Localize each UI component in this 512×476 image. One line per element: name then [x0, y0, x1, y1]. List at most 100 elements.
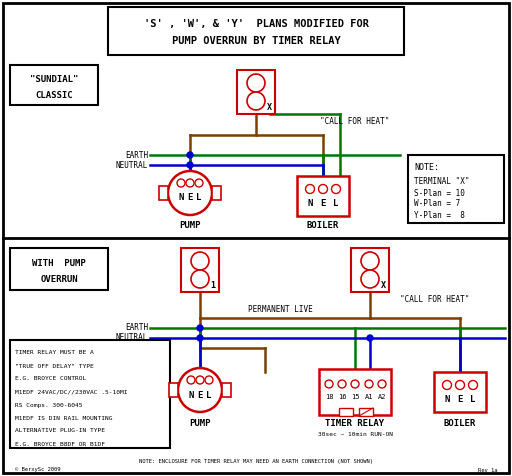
Circle shape: [331, 185, 340, 194]
Text: E: E: [197, 390, 203, 399]
Circle shape: [168, 171, 212, 215]
Bar: [108, 7, 404, 55]
Text: ALTERNATIVE PLUG-IN TYPE: ALTERNATIVE PLUG-IN TYPE: [15, 428, 105, 434]
Circle shape: [442, 380, 452, 389]
Text: NOTE:: NOTE:: [414, 163, 439, 172]
Circle shape: [191, 252, 209, 270]
Text: N: N: [178, 194, 184, 202]
Text: 30sec ~ 10min RUN-ON: 30sec ~ 10min RUN-ON: [317, 433, 393, 437]
Circle shape: [325, 380, 333, 388]
Text: BOILER: BOILER: [307, 221, 339, 230]
Text: M1EDF 24VAC/DC//230VAC .5-10MI: M1EDF 24VAC/DC//230VAC .5-10MI: [15, 389, 127, 395]
Circle shape: [197, 325, 203, 331]
Circle shape: [365, 380, 373, 388]
Text: "CALL FOR HEAT": "CALL FOR HEAT": [321, 118, 390, 127]
Circle shape: [468, 380, 478, 389]
Circle shape: [195, 179, 203, 187]
Text: 16: 16: [338, 394, 346, 400]
Text: E.G. BROYCE CONTROL: E.G. BROYCE CONTROL: [15, 377, 86, 381]
Bar: [297, 176, 349, 216]
Text: W-Plan = 7: W-Plan = 7: [414, 199, 460, 208]
Bar: [319, 369, 391, 415]
Circle shape: [338, 380, 346, 388]
Bar: [339, 408, 353, 416]
Text: A1: A1: [365, 394, 373, 400]
Bar: [181, 248, 219, 292]
Text: N: N: [307, 199, 313, 208]
Text: PUMP: PUMP: [179, 221, 201, 230]
Text: "SUNDIAL": "SUNDIAL": [30, 75, 78, 83]
Bar: [351, 248, 389, 292]
Text: "CALL FOR HEAT": "CALL FOR HEAT": [400, 296, 470, 305]
Bar: [408, 155, 504, 223]
Bar: [237, 70, 275, 114]
Text: OVERRUN: OVERRUN: [40, 276, 78, 285]
Text: L: L: [196, 194, 202, 202]
Bar: [10, 248, 108, 290]
Circle shape: [178, 368, 222, 412]
Text: 1: 1: [210, 280, 216, 289]
Bar: [169, 383, 178, 397]
Bar: [434, 372, 486, 412]
Bar: [10, 340, 170, 448]
Text: Rev 1a: Rev 1a: [478, 467, 497, 473]
Text: WITH  PUMP: WITH PUMP: [32, 258, 86, 268]
Text: TIMER RELAY: TIMER RELAY: [326, 419, 385, 428]
Text: © BerxySc 2009: © BerxySc 2009: [15, 467, 60, 473]
Bar: [159, 186, 168, 200]
Text: A2: A2: [378, 394, 386, 400]
Text: EARTH: EARTH: [125, 150, 148, 159]
Text: NEUTRAL: NEUTRAL: [116, 160, 148, 169]
Text: PUMP OVERRUN BY TIMER RELAY: PUMP OVERRUN BY TIMER RELAY: [172, 36, 340, 46]
Text: E.G. BROYCE B8DF OR B1DF: E.G. BROYCE B8DF OR B1DF: [15, 442, 105, 446]
Text: 'S' , 'W', & 'Y'  PLANS MODIFIED FOR: 'S' , 'W', & 'Y' PLANS MODIFIED FOR: [143, 19, 369, 29]
Circle shape: [187, 152, 193, 158]
Text: 15: 15: [351, 394, 359, 400]
Text: PUMP: PUMP: [189, 419, 211, 428]
Text: N: N: [444, 396, 450, 405]
Text: BOILER: BOILER: [444, 419, 476, 428]
Text: E: E: [321, 199, 326, 208]
Circle shape: [361, 252, 379, 270]
Circle shape: [318, 185, 328, 194]
Text: M1EDF IS DIN RAIL MOUNTING: M1EDF IS DIN RAIL MOUNTING: [15, 416, 113, 420]
Circle shape: [367, 335, 373, 341]
Circle shape: [456, 380, 464, 389]
Text: "TRUE OFF DELAY" TYPE: "TRUE OFF DELAY" TYPE: [15, 364, 94, 368]
Text: TERMINAL "X": TERMINAL "X": [414, 177, 470, 186]
Text: L: L: [471, 396, 476, 405]
Circle shape: [191, 270, 209, 288]
Text: L: L: [206, 390, 211, 399]
Text: NEUTRAL: NEUTRAL: [116, 334, 148, 343]
Circle shape: [177, 179, 185, 187]
Text: TIMER RELAY MUST BE A: TIMER RELAY MUST BE A: [15, 350, 94, 356]
Text: 18: 18: [325, 394, 333, 400]
Text: RS Comps. 300-6045: RS Comps. 300-6045: [15, 403, 82, 407]
Text: NOTE: ENCLOSURE FOR TIMER RELAY MAY NEED AN EARTH CONNECTION (NOT SHOWN): NOTE: ENCLOSURE FOR TIMER RELAY MAY NEED…: [139, 459, 373, 465]
Text: PERMANENT LIVE: PERMANENT LIVE: [248, 306, 312, 315]
Text: Y-Plan =  8: Y-Plan = 8: [414, 210, 465, 219]
Circle shape: [247, 92, 265, 110]
Text: N: N: [188, 390, 194, 399]
Text: S-Plan = 10: S-Plan = 10: [414, 188, 465, 198]
Text: X: X: [380, 280, 386, 289]
Bar: [10, 65, 98, 105]
Circle shape: [247, 74, 265, 92]
Circle shape: [196, 376, 204, 384]
Circle shape: [351, 380, 359, 388]
Circle shape: [306, 185, 314, 194]
Text: X: X: [267, 102, 271, 111]
Circle shape: [186, 179, 194, 187]
Circle shape: [361, 270, 379, 288]
Circle shape: [187, 376, 195, 384]
Text: EARTH: EARTH: [125, 324, 148, 333]
Bar: [359, 408, 373, 416]
Circle shape: [378, 380, 386, 388]
Circle shape: [205, 376, 213, 384]
Text: L: L: [333, 199, 338, 208]
Circle shape: [197, 335, 203, 341]
Text: CLASSIC: CLASSIC: [35, 91, 73, 100]
Bar: [212, 186, 221, 200]
Circle shape: [187, 162, 193, 168]
Text: E: E: [457, 396, 463, 405]
